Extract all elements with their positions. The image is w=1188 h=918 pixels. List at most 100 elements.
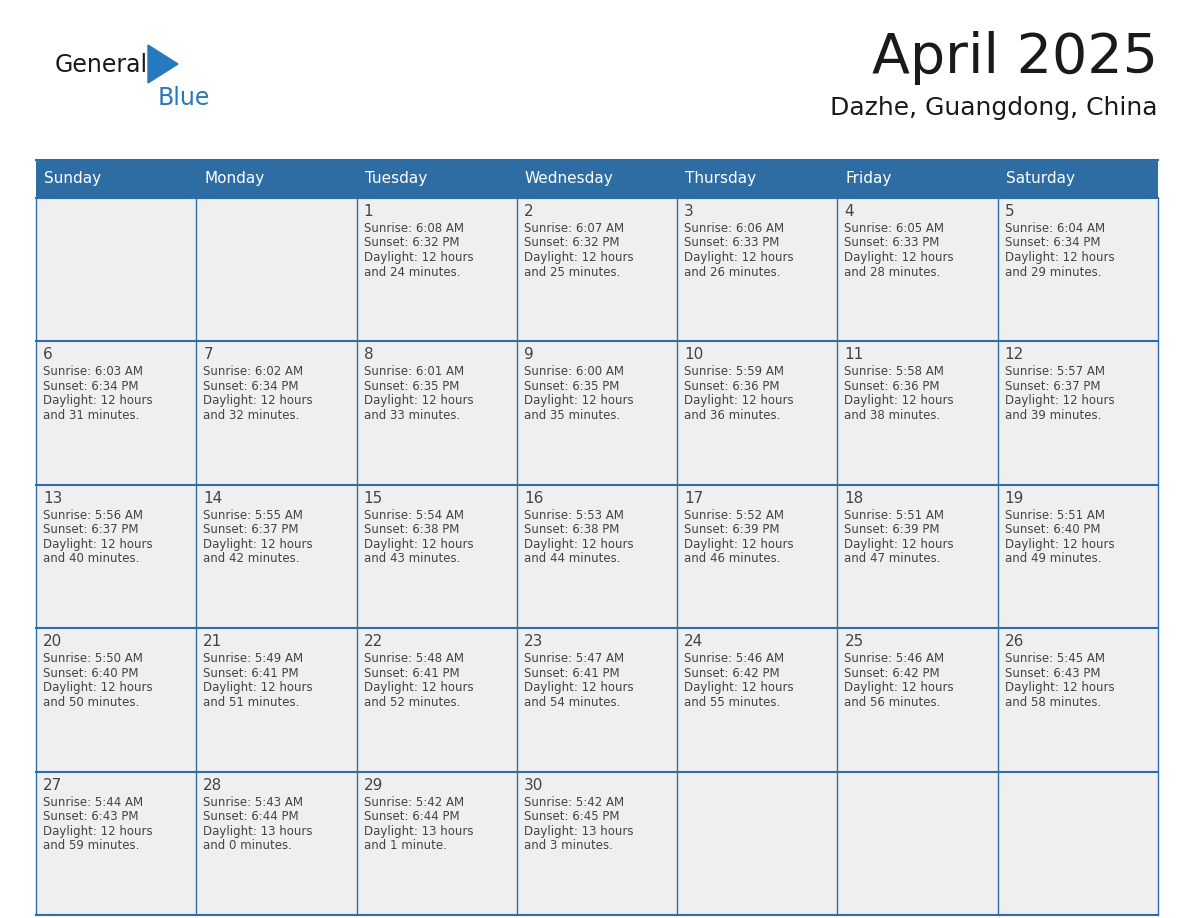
Text: Sunrise: 5:47 AM: Sunrise: 5:47 AM [524,652,624,666]
Text: 28: 28 [203,778,222,792]
Text: and 58 minutes.: and 58 minutes. [1005,696,1101,709]
Text: Sunset: 6:38 PM: Sunset: 6:38 PM [364,523,459,536]
Text: Sunrise: 5:46 AM: Sunrise: 5:46 AM [684,652,784,666]
Text: Sunset: 6:34 PM: Sunset: 6:34 PM [1005,237,1100,250]
Text: Sunrise: 5:49 AM: Sunrise: 5:49 AM [203,652,303,666]
Text: Sunset: 6:37 PM: Sunset: 6:37 PM [203,523,299,536]
Text: 16: 16 [524,491,543,506]
Text: Sunrise: 5:54 AM: Sunrise: 5:54 AM [364,509,463,521]
Text: Sunset: 6:32 PM: Sunset: 6:32 PM [364,237,459,250]
Text: 29: 29 [364,778,383,792]
Text: General: General [55,53,148,77]
Text: and 33 minutes.: and 33 minutes. [364,409,460,422]
Text: and 24 minutes.: and 24 minutes. [364,265,460,278]
Text: Daylight: 13 hours: Daylight: 13 hours [524,824,633,837]
Text: Sunset: 6:33 PM: Sunset: 6:33 PM [684,237,779,250]
Text: and 43 minutes.: and 43 minutes. [364,553,460,565]
Text: Sunset: 6:32 PM: Sunset: 6:32 PM [524,237,619,250]
Text: Daylight: 12 hours: Daylight: 12 hours [684,681,794,694]
Text: 18: 18 [845,491,864,506]
Text: Sunrise: 5:42 AM: Sunrise: 5:42 AM [524,796,624,809]
Text: Sunrise: 5:44 AM: Sunrise: 5:44 AM [43,796,143,809]
Text: Sunrise: 6:06 AM: Sunrise: 6:06 AM [684,222,784,235]
Text: Daylight: 12 hours: Daylight: 12 hours [1005,681,1114,694]
Text: Sunday: Sunday [44,172,101,186]
Text: Sunrise: 6:00 AM: Sunrise: 6:00 AM [524,365,624,378]
Text: Daylight: 13 hours: Daylight: 13 hours [364,824,473,837]
Text: Daylight: 12 hours: Daylight: 12 hours [1005,251,1114,264]
Text: Sunrise: 6:01 AM: Sunrise: 6:01 AM [364,365,463,378]
Text: 17: 17 [684,491,703,506]
Text: Sunrise: 6:08 AM: Sunrise: 6:08 AM [364,222,463,235]
Text: and 55 minutes.: and 55 minutes. [684,696,781,709]
Text: Sunrise: 5:55 AM: Sunrise: 5:55 AM [203,509,303,521]
Text: Sunrise: 5:52 AM: Sunrise: 5:52 AM [684,509,784,521]
Text: and 36 minutes.: and 36 minutes. [684,409,781,422]
Text: Sunset: 6:42 PM: Sunset: 6:42 PM [684,666,779,679]
Text: Sunset: 6:35 PM: Sunset: 6:35 PM [524,380,619,393]
Text: Saturday: Saturday [1006,172,1075,186]
Text: Sunset: 6:35 PM: Sunset: 6:35 PM [364,380,459,393]
Text: and 29 minutes.: and 29 minutes. [1005,265,1101,278]
Text: Sunset: 6:34 PM: Sunset: 6:34 PM [43,380,139,393]
Text: and 0 minutes.: and 0 minutes. [203,839,292,852]
Text: Sunrise: 6:02 AM: Sunrise: 6:02 AM [203,365,303,378]
Text: Daylight: 12 hours: Daylight: 12 hours [1005,395,1114,408]
Text: and 42 minutes.: and 42 minutes. [203,553,299,565]
Bar [36,628,1158,772]
Text: Daylight: 12 hours: Daylight: 12 hours [845,251,954,264]
Text: Sunset: 6:39 PM: Sunset: 6:39 PM [684,523,779,536]
Text: Daylight: 12 hours: Daylight: 12 hours [845,681,954,694]
Polygon shape [148,45,178,83]
Text: 9: 9 [524,347,533,363]
Text: Sunset: 6:41 PM: Sunset: 6:41 PM [203,666,299,679]
Text: Daylight: 12 hours: Daylight: 12 hours [43,538,152,551]
Text: Daylight: 12 hours: Daylight: 12 hours [43,824,152,837]
Text: Sunrise: 6:07 AM: Sunrise: 6:07 AM [524,222,624,235]
Text: Daylight: 12 hours: Daylight: 12 hours [43,681,152,694]
Text: Blue: Blue [158,86,210,110]
Text: Wednesday: Wednesday [525,172,614,186]
Text: Sunrise: 5:56 AM: Sunrise: 5:56 AM [43,509,143,521]
Text: and 51 minutes.: and 51 minutes. [203,696,299,709]
Text: Daylight: 12 hours: Daylight: 12 hours [684,395,794,408]
Text: Daylight: 12 hours: Daylight: 12 hours [203,538,312,551]
Text: Daylight: 12 hours: Daylight: 12 hours [524,251,633,264]
Text: Sunset: 6:41 PM: Sunset: 6:41 PM [364,666,460,679]
Text: Sunrise: 5:50 AM: Sunrise: 5:50 AM [43,652,143,666]
Text: 3: 3 [684,204,694,219]
Text: 14: 14 [203,491,222,506]
Text: April 2025: April 2025 [872,31,1158,85]
Text: 25: 25 [845,634,864,649]
Text: Sunset: 6:36 PM: Sunset: 6:36 PM [845,380,940,393]
Text: 20: 20 [43,634,62,649]
Text: Sunrise: 5:42 AM: Sunrise: 5:42 AM [364,796,463,809]
Text: 5: 5 [1005,204,1015,219]
Text: 30: 30 [524,778,543,792]
Text: Daylight: 12 hours: Daylight: 12 hours [364,395,473,408]
Text: 1: 1 [364,204,373,219]
Text: Daylight: 12 hours: Daylight: 12 hours [203,395,312,408]
Text: 7: 7 [203,347,213,363]
Text: and 26 minutes.: and 26 minutes. [684,265,781,278]
Text: and 39 minutes.: and 39 minutes. [1005,409,1101,422]
Text: and 3 minutes.: and 3 minutes. [524,839,613,852]
Text: Sunset: 6:33 PM: Sunset: 6:33 PM [845,237,940,250]
Text: Sunrise: 5:48 AM: Sunrise: 5:48 AM [364,652,463,666]
Text: 6: 6 [43,347,52,363]
Text: Sunrise: 5:57 AM: Sunrise: 5:57 AM [1005,365,1105,378]
Text: Daylight: 12 hours: Daylight: 12 hours [364,251,473,264]
Text: Sunset: 6:45 PM: Sunset: 6:45 PM [524,810,619,823]
Text: Sunrise: 5:51 AM: Sunrise: 5:51 AM [845,509,944,521]
Text: Daylight: 12 hours: Daylight: 12 hours [1005,538,1114,551]
Text: and 47 minutes.: and 47 minutes. [845,553,941,565]
Text: Daylight: 12 hours: Daylight: 12 hours [524,538,633,551]
Text: and 49 minutes.: and 49 minutes. [1005,553,1101,565]
Text: and 38 minutes.: and 38 minutes. [845,409,941,422]
Text: Sunset: 6:37 PM: Sunset: 6:37 PM [43,523,139,536]
Text: Sunset: 6:34 PM: Sunset: 6:34 PM [203,380,299,393]
Text: Daylight: 12 hours: Daylight: 12 hours [684,538,794,551]
Text: Sunset: 6:40 PM: Sunset: 6:40 PM [43,666,139,679]
Text: Sunset: 6:36 PM: Sunset: 6:36 PM [684,380,779,393]
Text: and 40 minutes.: and 40 minutes. [43,553,139,565]
